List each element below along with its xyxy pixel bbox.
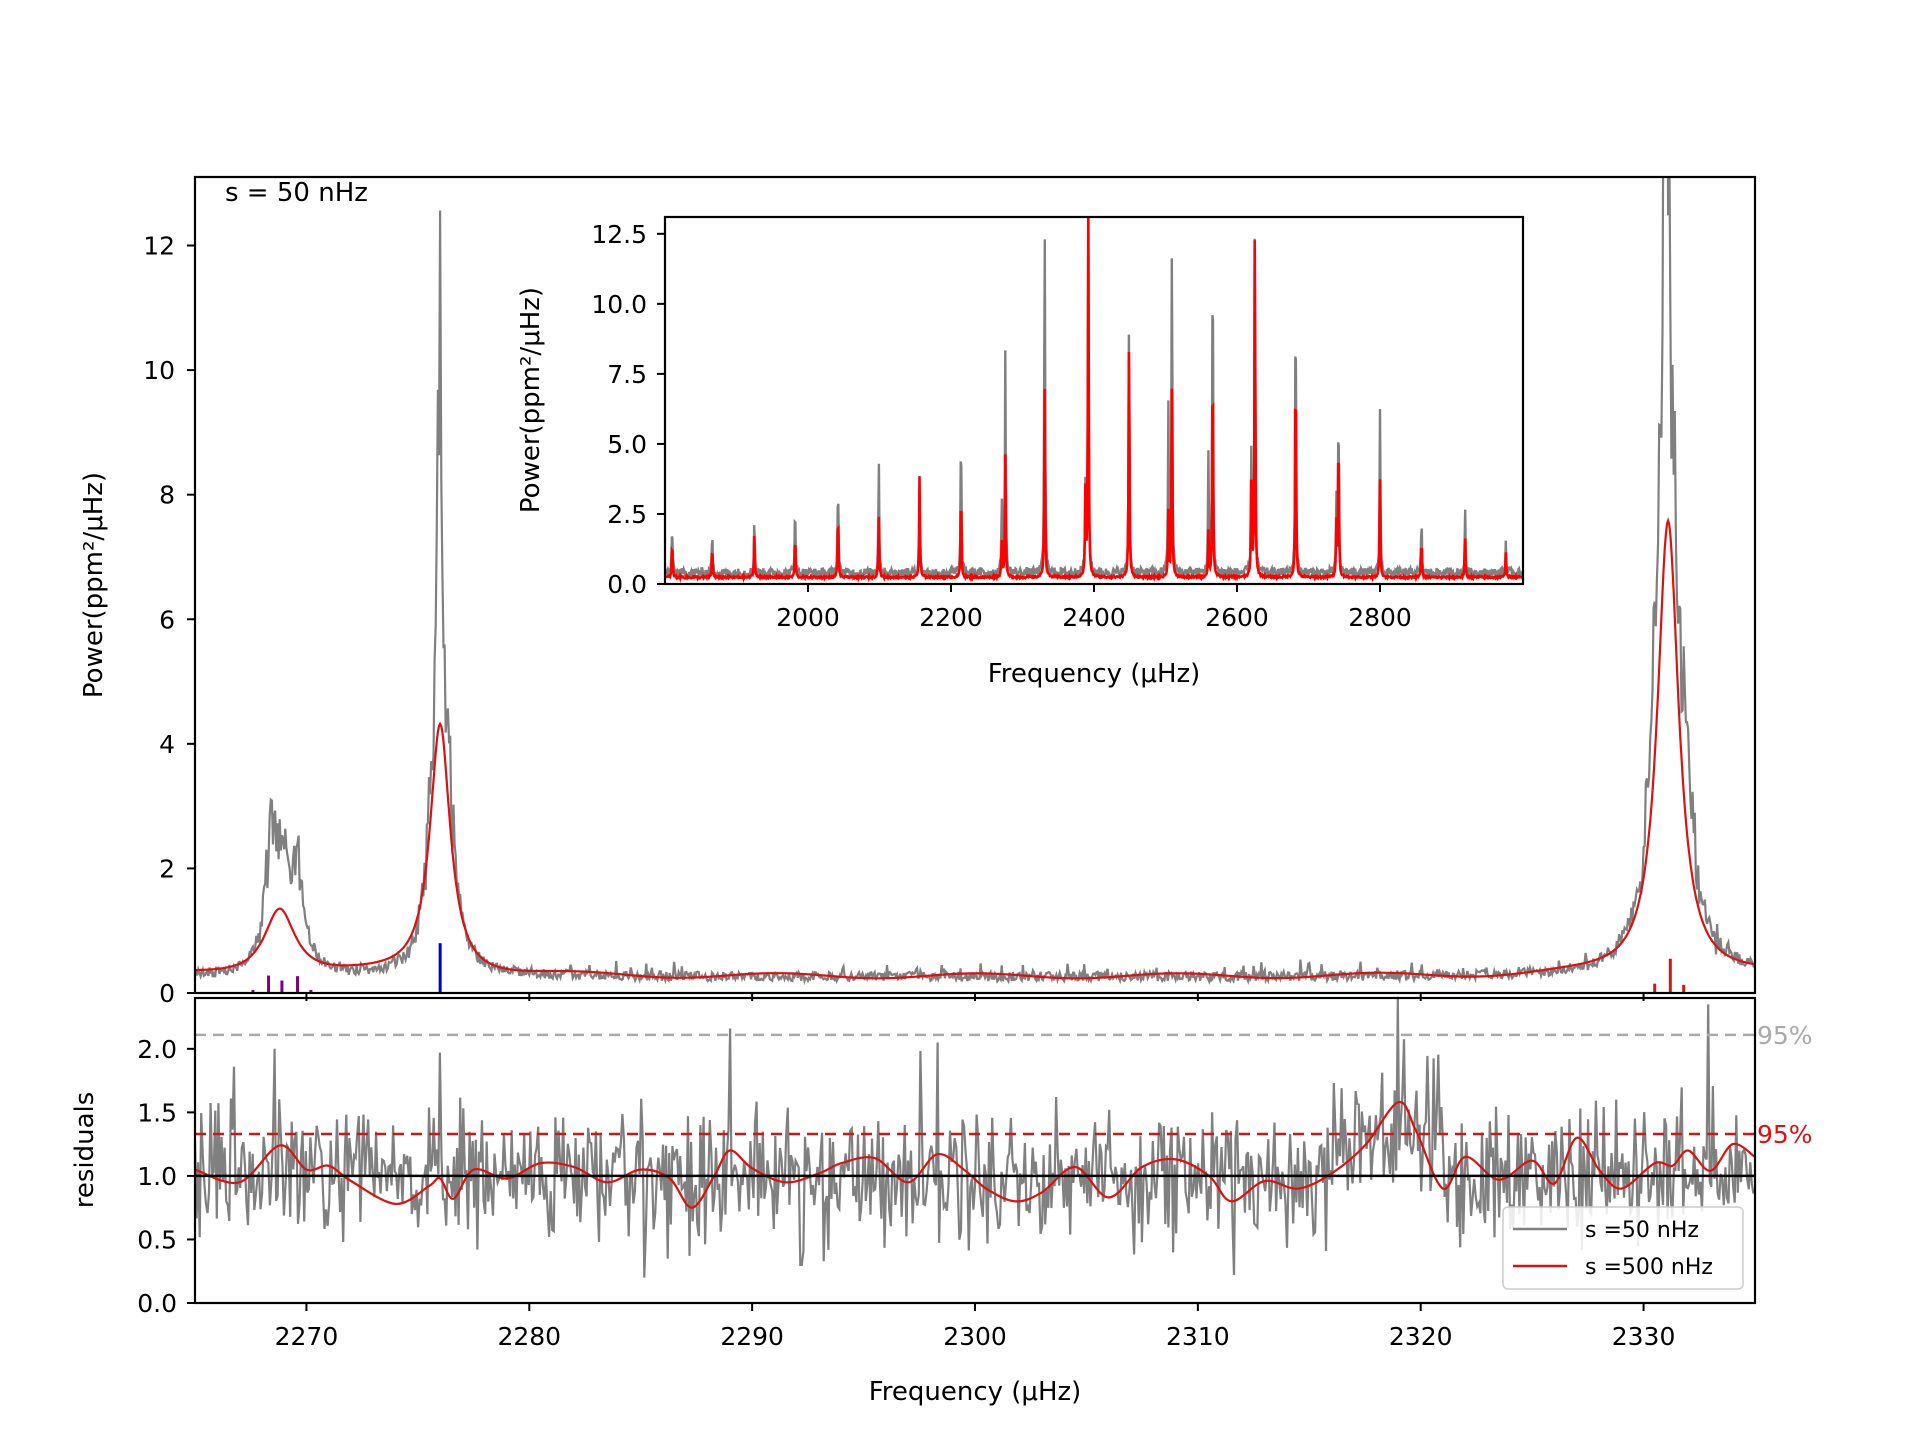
inset-ytick-label-4: 10.0	[591, 290, 647, 319]
residual-xtick-label-0: 2270	[275, 1322, 339, 1351]
main-ytick-label-0: 0	[159, 979, 175, 1008]
legend-box	[1502, 1206, 1744, 1290]
main-ytick-label-6: 12	[143, 232, 175, 261]
main-ytick-label-1: 2	[159, 854, 175, 883]
main-ytick-label-3: 6	[159, 605, 175, 634]
residual-ytick-label-4: 2.0	[137, 1035, 177, 1064]
residuals-y-axis-label: residuals	[70, 1092, 100, 1209]
inset-xtick-label-3: 2600	[1205, 603, 1269, 632]
inset-xtick-label-4: 2800	[1348, 603, 1412, 632]
threshold-label-0: 95%	[1757, 1021, 1813, 1050]
inset-x-ticks: 2000 2200 2400 2600 2800	[776, 584, 1412, 632]
main-series-gray	[195, 177, 1755, 986]
inset-panel: 0.0 2.5 5.0 7.5 10.0 12.5 2000 2200 2400 2600 280…	[516, 215, 1525, 689]
main-ytick-label-2: 4	[159, 730, 175, 759]
residual-reference-lines: 95% 95%	[195, 1021, 1813, 1178]
inset-ytick-label-3: 7.5	[607, 360, 647, 389]
inset-series-layer	[665, 217, 1523, 583]
residual-x-ticks: 2270 2280 2290 2300 2310 2320 2330	[275, 1303, 1676, 1351]
main-panel: 0 2 4 6 8 10 12 s = 50 nHz Power(ppm²/μHz)	[79, 175, 1757, 1008]
residual-xtick-label-4: 2310	[1166, 1322, 1230, 1351]
inset-y-axis-label: Power(ppm²/μHz)	[516, 287, 546, 513]
main-series-layer	[195, 177, 1755, 986]
residual-ytick-label-3: 1.5	[137, 1098, 177, 1127]
main-ytick-label-5: 10	[143, 356, 175, 385]
main-y-axis-label: Power(ppm²/μHz)	[79, 472, 109, 698]
main-y-ticks: 0 2 4 6 8 10 12	[143, 232, 195, 1008]
inset-y-ticks: 0.0 2.5 5.0 7.5 10.0 12.5	[591, 220, 665, 599]
inset-ytick-label-1: 2.5	[607, 500, 647, 529]
inset-ytick-label-2: 5.0	[607, 430, 647, 459]
inset-xtick-label-0: 2000	[776, 603, 840, 632]
inset-series-red	[665, 217, 1523, 583]
threshold-label-1: 95%	[1757, 1120, 1813, 1149]
inset-xtick-label-2: 2400	[1062, 603, 1126, 632]
residual-xtick-label-1: 2280	[497, 1322, 561, 1351]
residual-xtick-label-2: 2290	[720, 1322, 784, 1351]
legend-label-red: s =500 nHz	[1585, 1255, 1713, 1280]
residuals-panel: 95%95% 0.00.51.01.52.0 2270 2280 2290 2300 2…	[70, 996, 1813, 1407]
inset-ytick-label-0: 0.0	[607, 570, 647, 599]
residual-series-layer	[195, 998, 1755, 1278]
main-ytick-label-4: 8	[159, 481, 175, 510]
residual-ytick-label-2: 1.0	[137, 1162, 177, 1191]
residual-y-ticks: 0.0 0.5 1.0 1.5 2.0	[137, 1035, 195, 1318]
residual-xtick-label-6: 2330	[1612, 1322, 1676, 1351]
residual-ytick-label-0: 0.0	[137, 1289, 177, 1318]
inset-x-axis-label: Frequency (μHz)	[988, 659, 1201, 689]
main-series-red	[195, 517, 1755, 980]
legend: s =50 nHz s =500 nHz	[1502, 1206, 1744, 1290]
inset-xtick-label-1: 2200	[919, 603, 983, 632]
residual-xtick-label-3: 2300	[943, 1322, 1007, 1351]
residual-series-red	[195, 1101, 1755, 1209]
smoothing-annotation: s = 50 nHz	[225, 178, 368, 208]
residual-series-gray	[195, 998, 1755, 1278]
residuals-x-axis-label: Frequency (μHz)	[869, 1377, 1082, 1407]
residual-xtick-label-5: 2320	[1389, 1322, 1453, 1351]
residual-ytick-label-1: 0.5	[137, 1225, 177, 1254]
legend-label-gray: s =50 nHz	[1585, 1218, 1699, 1243]
inset-ytick-label-5: 12.5	[591, 220, 647, 249]
